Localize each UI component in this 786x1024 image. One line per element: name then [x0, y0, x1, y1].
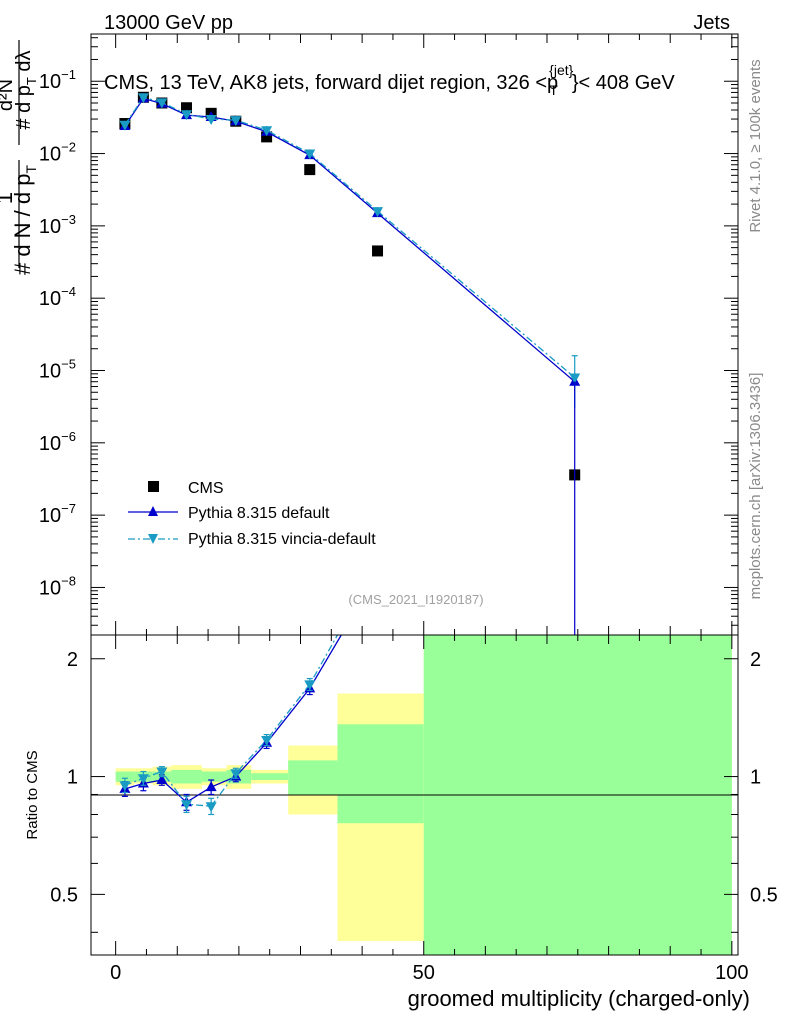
ratio-band-green — [201, 771, 227, 782]
ratio-band-green — [251, 773, 289, 780]
main-point-cms — [261, 131, 273, 143]
xlabel: groomed multiplicity (charged-only) — [408, 986, 750, 1011]
ratio-point-default — [205, 781, 217, 792]
ratio-axes: 0.5 0.5 1 1 2 2 0 50 100 — [50, 635, 778, 984]
main-point-cms — [181, 102, 193, 114]
main-ytick-label: 10−7 — [39, 501, 76, 527]
main-point-vincia — [304, 149, 316, 160]
legend-marker-cms — [148, 481, 159, 492]
ratio-ylabel: Ratio to CMS — [24, 750, 41, 839]
header-energy: 13000 GeV pp — [104, 12, 233, 34]
main-point-vincia — [372, 207, 384, 218]
legend-label-vincia: Pythia 8.315 vincia-default — [188, 531, 376, 548]
main-axes: 10−8 10−7 10−6 10−5 10−4 10−3 10−2 10−1 — [39, 34, 738, 635]
ratio-point-vincia — [304, 680, 316, 691]
ratio-ytick-label-right: 0.5 — [750, 884, 778, 906]
ratio-ytick-label: 1 — [67, 767, 78, 789]
rivet-label: Rivet 4.1.0, ≥ 100k events — [747, 59, 764, 232]
legend: CMS Pythia 8.315 default Pythia 8.315 vi… — [128, 480, 376, 548]
main-series-layer — [119, 91, 581, 635]
main-point-cms — [304, 164, 316, 176]
ylabel-one: 1 — [0, 192, 17, 204]
ratio-ytick-label: 0.5 — [50, 884, 78, 906]
ratio-band-green — [337, 724, 424, 824]
ratio-xtick-label: 0 — [110, 962, 121, 984]
main-ytick-label: 10−8 — [39, 573, 76, 599]
ratio-point-vincia — [230, 769, 242, 780]
main-point-vincia — [119, 120, 131, 131]
ratio-point-vincia — [261, 736, 273, 747]
ratio-ytick-label-right: 1 — [750, 767, 761, 789]
ratio-frame — [90, 634, 739, 956]
mcplots-label: mcplots.cern.ch [arXiv:1306.3436] — [747, 373, 764, 600]
main-point-vincia — [205, 115, 217, 126]
main-ytick-label: 10−3 — [39, 212, 76, 238]
main-ytick-label: 10−4 — [39, 284, 76, 310]
main-ytick-label: 10−5 — [39, 357, 76, 383]
ratio-xtick-label: 100 — [715, 962, 748, 984]
header-process: Jets — [693, 12, 730, 34]
main-point-vincia — [137, 93, 149, 104]
main-point-vincia — [230, 116, 242, 127]
ratio-point-vincia — [119, 781, 131, 792]
legend-marker-vincia — [148, 534, 158, 544]
ratio-point-vincia — [156, 767, 168, 778]
ratio-band-green — [288, 760, 338, 795]
main-point-vincia — [261, 126, 273, 137]
legend-marker-default — [148, 506, 158, 516]
ratio-band-green — [115, 771, 135, 782]
main-point-vincia — [156, 98, 168, 109]
ratio-band-green — [171, 769, 202, 784]
ylabel-d2n: d²N — [0, 79, 17, 111]
main-ytick-label: 10−1 — [39, 67, 76, 93]
ratio-xtick-label: 50 — [413, 962, 435, 984]
legend-label-cms: CMS — [188, 480, 224, 497]
ratio-ytick-label-right: 2 — [750, 649, 761, 671]
plot-title: CMS, 13 TeV, AK8 jets, forward dijet reg… — [104, 62, 675, 98]
main-series-line — [124, 97, 576, 383]
legend-label-default: Pythia 8.315 default — [188, 505, 330, 522]
main-ytick-label: 10−6 — [39, 429, 76, 455]
ratio-point-default — [156, 773, 168, 784]
ratio-series-layer — [119, 635, 343, 816]
ratio-point-vincia — [205, 802, 217, 813]
main-series-line — [124, 96, 576, 379]
ratio-ytick-label: 2 — [67, 649, 78, 671]
ratio-point-vincia — [137, 774, 149, 785]
main-ylabel: # d N / d pT 1 # d pT dλ d²N — [0, 40, 39, 275]
ratio-point-vincia — [181, 800, 193, 811]
main-ytick-label: 10−2 — [39, 140, 76, 166]
main-point-vincia — [181, 110, 193, 121]
main-point-cms — [372, 245, 384, 257]
analysis-watermark: (CMS_2021_I1920187) — [348, 592, 483, 607]
ylabel-left: # d N / d pT — [10, 165, 39, 276]
